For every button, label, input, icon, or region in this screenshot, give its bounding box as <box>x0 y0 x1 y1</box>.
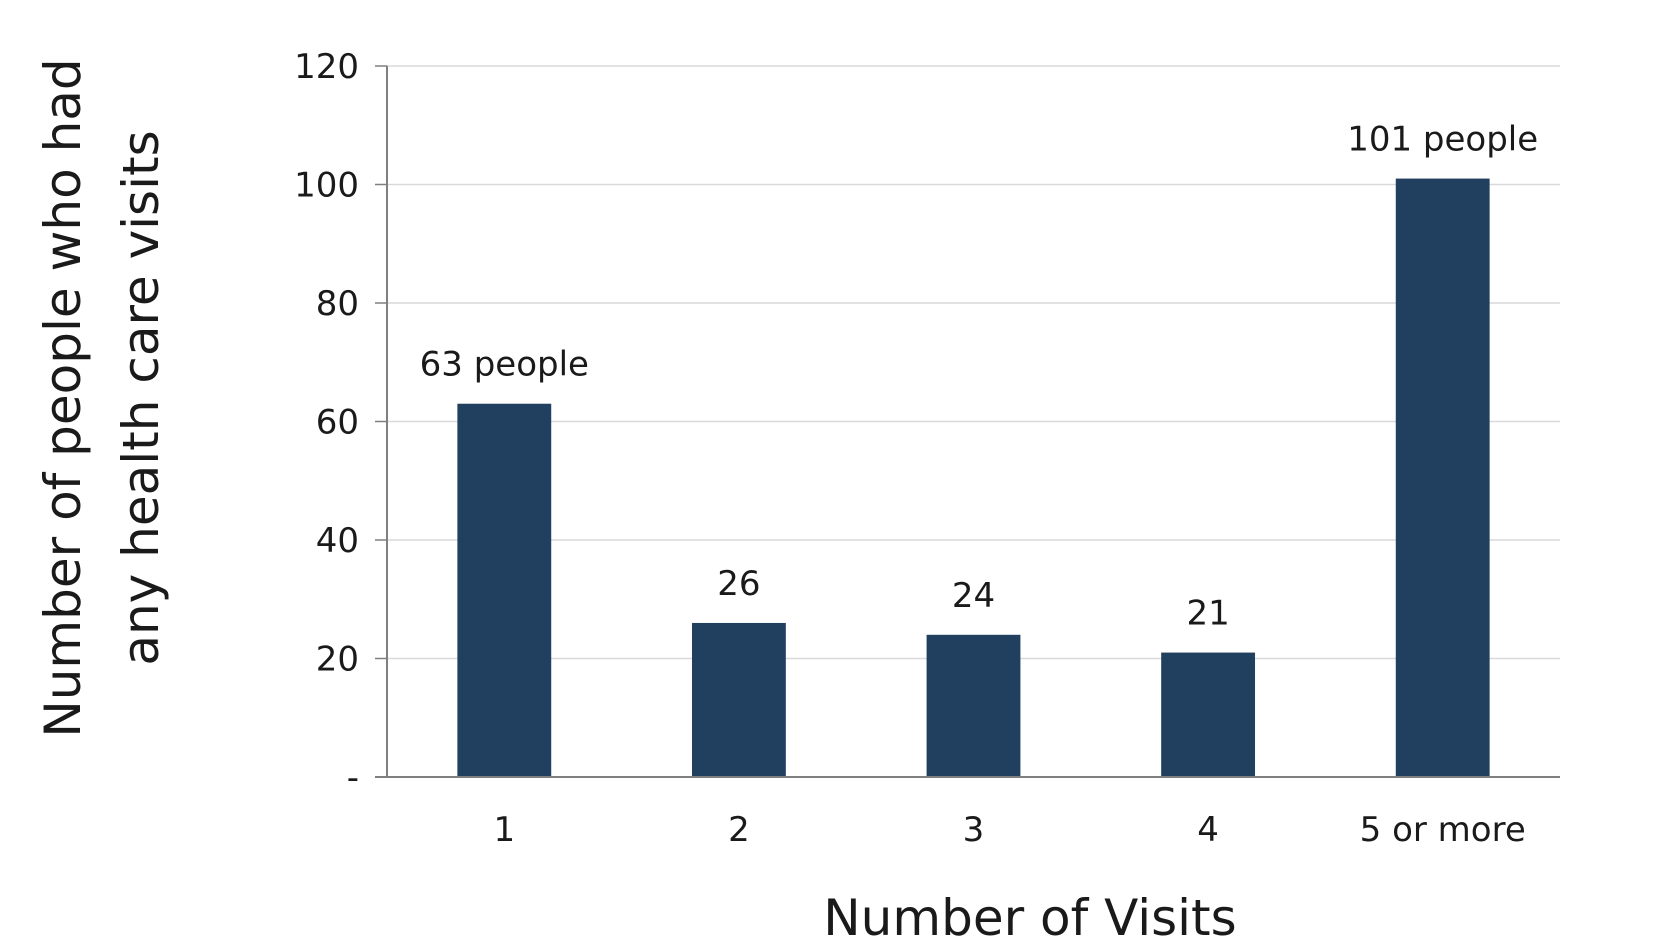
y-tick-label: 60 <box>316 403 359 443</box>
y-tick-label: 120 <box>294 47 359 87</box>
data-label: 26 <box>717 564 760 604</box>
bars <box>457 178 1490 777</box>
bar <box>1395 178 1490 777</box>
data-labels: 63 people 26 24 21 101 people <box>420 120 1539 634</box>
x-tick-label: 1 <box>493 810 515 850</box>
gridlines <box>387 65 1560 660</box>
data-label: 63 people <box>420 345 589 385</box>
axes <box>375 66 1560 778</box>
y-axis-title: Number of people who had any health care… <box>34 58 170 737</box>
y-axis-title-line-2: any health care visits <box>112 130 170 665</box>
x-tick-label: 5 or more <box>1360 810 1526 850</box>
x-axis-ticks: 1 2 3 4 5 or more <box>493 810 1525 850</box>
y-tick-label: - <box>347 758 359 798</box>
x-axis-title: Number of Visits <box>823 889 1236 943</box>
y-axis-title-line-1: Number of people who had <box>34 58 92 737</box>
y-tick-label: 20 <box>316 640 359 680</box>
data-label: 101 people <box>1347 120 1538 160</box>
y-tick-label: 100 <box>294 166 359 206</box>
x-tick-label: 2 <box>728 810 750 850</box>
y-axis-ticks: - 20 40 60 80 100 120 <box>294 47 387 798</box>
x-tick-label: 4 <box>1197 810 1219 850</box>
bar <box>926 634 1021 777</box>
x-tick-label: 3 <box>963 810 985 850</box>
bar <box>1161 652 1256 777</box>
y-tick-label: 40 <box>316 521 359 561</box>
y-tick-label: 80 <box>316 284 359 324</box>
data-label: 24 <box>952 576 995 616</box>
data-label: 21 <box>1186 594 1229 634</box>
bar <box>457 403 552 777</box>
bar <box>691 622 786 777</box>
